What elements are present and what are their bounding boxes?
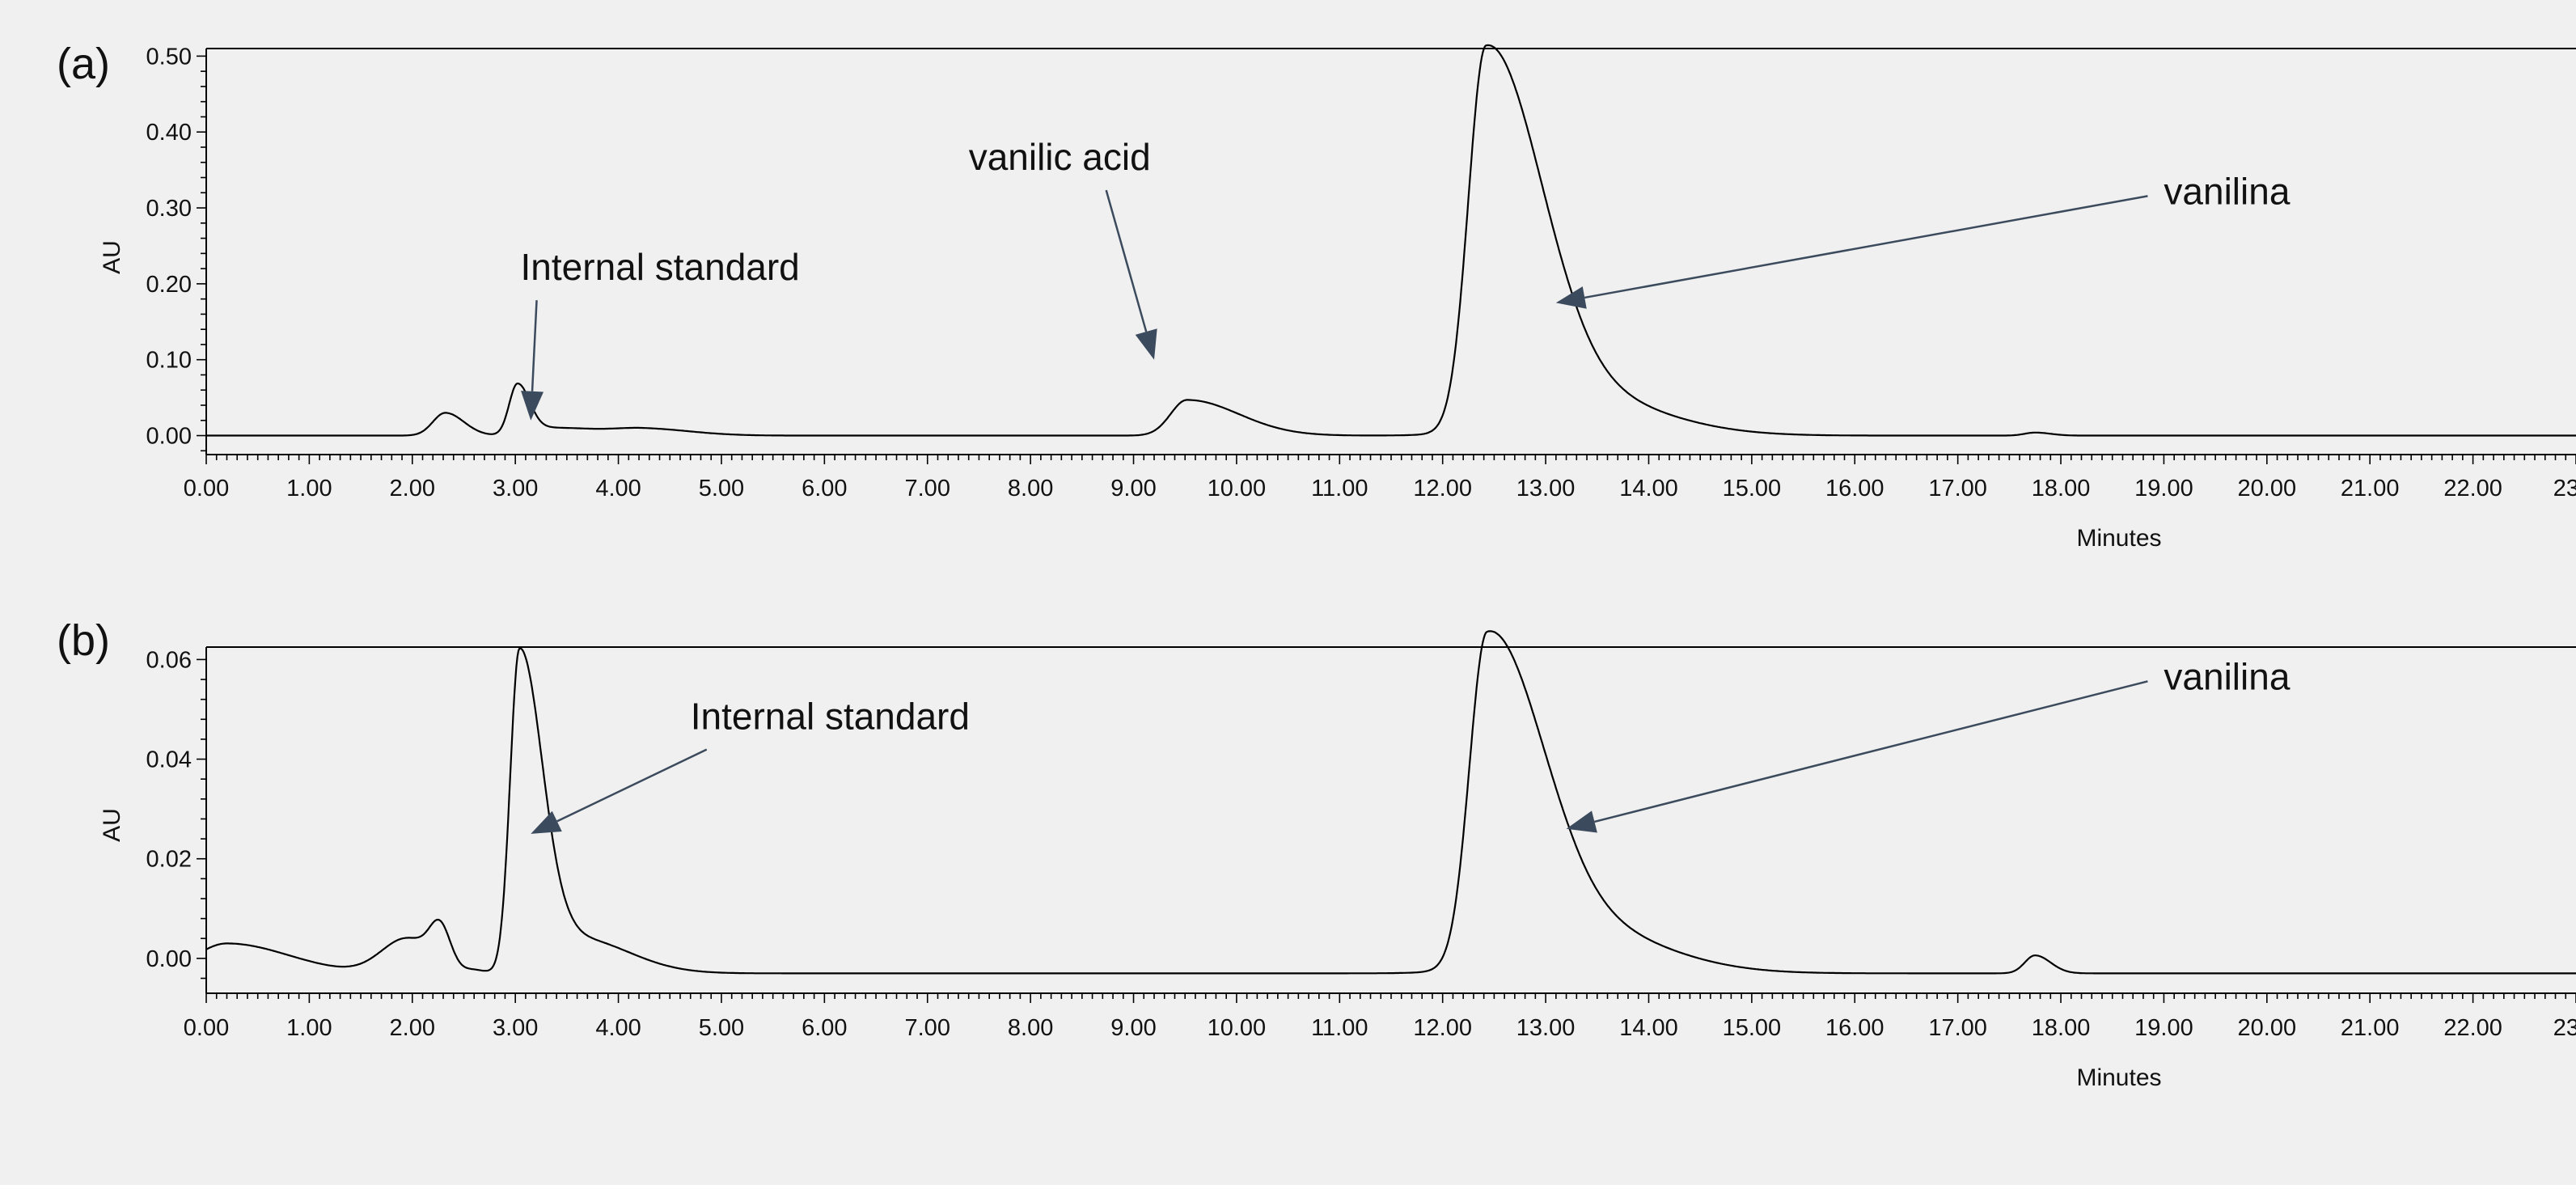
x-tick-label-b: 22.00 [2443,1015,2502,1041]
x-tick-label-b: 10.00 [1208,1015,1267,1041]
chromatogram-line-b [205,630,2576,975]
x-tick-label-b: 21.00 [2341,1015,2400,1041]
x-tick-label-a: 4.00 [595,476,641,501]
x-tick-label-b: 17.00 [1928,1015,1987,1041]
axis-ticks-a: 0.00 1.00 2.00 3.00 4.00 5.00 6.00 7.00 8.00 9.00… [146,44,2576,501]
annotation-arrowhead-a [1135,328,1157,360]
x-tick-label-a: 23.0 [2553,476,2576,501]
y-tick-label-a: 0.10 [146,348,192,374]
y-tick-label-b: 0.06 [146,647,192,673]
annotation-arrow-a [1105,189,1148,332]
panel-label-a: (a) [57,40,110,88]
annotation-label-a: Internal standard [521,246,800,288]
x-tick-label-a: 10.00 [1208,476,1267,501]
x-tick-label-a: 8.00 [1008,476,1053,501]
x-tick-label-a: 22.00 [2443,476,2502,501]
x-tick-label-a: 17.00 [1928,476,1987,501]
annotation-label-a: vanilina [2164,170,2290,212]
y-tick-label-a: 0.00 [146,424,192,450]
x-tick-label-a: 14.00 [1619,476,1678,501]
x-tick-label-a: 7.00 [905,476,950,501]
x-tick-label-b: 18.00 [2032,1015,2091,1041]
x-tick-label-a: 18.00 [2032,476,2091,501]
x-tick-label-a: 6.00 [802,476,847,501]
x-axis-label-a: Minutes [2076,525,2161,552]
x-tick-label-b: 20.00 [2238,1015,2297,1041]
annotation-arrow-a [531,300,538,391]
annotation-label-b: Internal standard [691,696,970,738]
x-tick-label-b: 0.00 [184,1015,229,1041]
x-tick-label-a: 15.00 [1723,476,1782,501]
x-tick-label-b: 5.00 [699,1015,744,1041]
annotation-label-a: vanilic acid [969,136,1151,178]
x-tick-label-b: 6.00 [802,1015,847,1041]
annotations-a: Internal standard vanilic acid vanilina [521,136,2290,421]
annotation-arrow-b [1594,680,2148,823]
x-tick-label-a: 19.00 [2134,476,2193,501]
x-tick-label-b: 2.00 [390,1015,435,1041]
x-tick-label-a: 21.00 [2341,476,2400,501]
x-tick-label-b: 8.00 [1008,1015,1053,1041]
annotation-arrow-a [1584,195,2148,299]
x-tick-label-a: 1.00 [286,476,332,501]
x-axis-label-b: Minutes [2076,1064,2161,1091]
x-tick-label-b: 16.00 [1825,1015,1884,1041]
x-tick-label-b: 11.00 [1311,1015,1368,1041]
panel-a: (a) AU Minutes 0.00 1.00 2.00 3.00 4.00 5.00 6… [57,40,2576,552]
x-tick-label-b: 12.00 [1413,1015,1472,1041]
y-axis-label-a: AU [99,240,125,274]
y-tick-label-a: 0.30 [146,196,192,222]
panel-label-b: (b) [57,616,110,665]
plot-frame-a [205,48,2576,455]
y-tick-label-a: 0.40 [146,120,192,146]
panel-b: (b) AU Minutes 0.00 1.00 2.00 3.00 4.00 5.00 6… [57,616,2576,1091]
x-tick-label-b: 4.00 [595,1015,641,1041]
annotation-arrowhead-b [1566,810,1597,833]
x-tick-label-a: 13.00 [1516,476,1576,501]
x-tick-label-b: 19.00 [2134,1015,2193,1041]
y-tick-label-b: 0.04 [146,747,192,773]
x-tick-label-b: 13.00 [1516,1015,1576,1041]
y-axis-label-b: AU [99,808,125,842]
annotations-b: Internal standard vanilina [531,655,2290,834]
y-tick-label-b: 0.00 [146,946,192,972]
x-tick-label-a: 12.00 [1413,476,1472,501]
y-tick-label-b: 0.02 [146,847,192,873]
y-tick-label-a: 0.20 [146,272,192,298]
x-tick-label-b: 9.00 [1110,1015,1156,1041]
x-tick-label-a: 0.00 [184,476,229,501]
x-tick-label-a: 2.00 [390,476,435,501]
annotation-arrow-b [556,748,708,823]
x-tick-label-a: 20.00 [2238,476,2297,501]
y-tick-label-a: 0.50 [146,44,192,70]
trace-a [206,44,2576,437]
x-tick-label-b: 23.0 [2553,1015,2576,1041]
x-tick-label-a: 5.00 [699,476,744,501]
annotation-arrowhead-a [1555,286,1587,309]
x-tick-label-a: 11.00 [1311,476,1368,501]
x-tick-label-b: 3.00 [493,1015,538,1041]
x-tick-label-b: 1.00 [286,1015,332,1041]
x-tick-label-a: 9.00 [1110,476,1156,501]
annotation-label-b: vanilina [2164,655,2290,697]
chromatogram-line-a [206,44,2576,437]
axis-ticks-b: 0.00 1.00 2.00 3.00 4.00 5.00 6.00 7.00 8.00 9.00… [146,647,2576,1041]
trace-b [205,630,2576,975]
x-tick-label-b: 7.00 [905,1015,950,1041]
x-tick-label-b: 14.00 [1619,1015,1678,1041]
x-tick-label-a: 3.00 [493,476,538,501]
annotation-arrowhead-a [521,391,544,421]
annotation-arrowhead-b [531,810,562,834]
x-tick-label-b: 15.00 [1723,1015,1782,1041]
x-tick-label-a: 16.00 [1825,476,1884,501]
plot-frame-b [205,646,2576,994]
